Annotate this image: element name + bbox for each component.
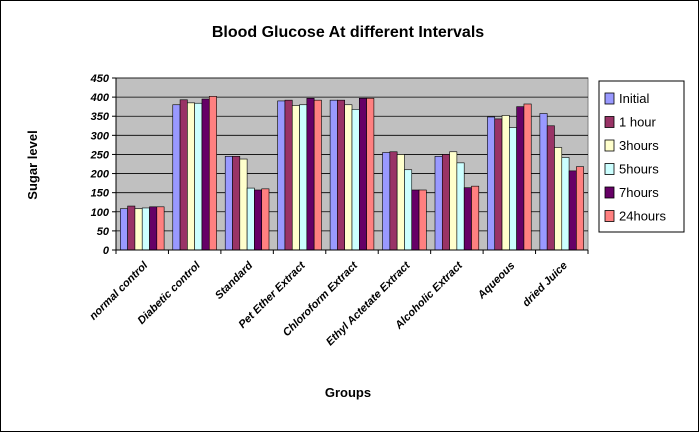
legend-label: 1 hour — [619, 115, 657, 130]
bar — [337, 99, 345, 251]
bar — [418, 189, 427, 251]
legend-label: 7hours — [619, 185, 659, 200]
bar — [382, 152, 391, 251]
bar — [313, 99, 322, 251]
legend-box — [598, 80, 685, 233]
bar — [187, 102, 195, 251]
bar — [539, 113, 548, 251]
bar — [441, 154, 450, 251]
y-axis-title: Sugar level — [25, 130, 40, 199]
bar — [261, 188, 270, 251]
bar — [516, 106, 525, 251]
legend-label: 5hours — [619, 162, 659, 177]
bar — [134, 208, 143, 251]
legend-swatch — [604, 210, 615, 222]
y-tick-label: 250 — [90, 149, 110, 161]
legend-label: 24hours — [619, 209, 666, 224]
legend-label: 3hours — [619, 138, 659, 153]
bar — [546, 125, 555, 251]
bar — [232, 156, 241, 251]
y-tick-label: 350 — [91, 111, 110, 123]
bar — [396, 154, 405, 251]
bar — [208, 96, 217, 251]
bar — [389, 151, 398, 251]
bar — [156, 206, 165, 251]
legend-swatch — [604, 116, 615, 128]
bar — [449, 151, 458, 251]
y-tick-label: 300 — [91, 130, 110, 142]
bar — [291, 105, 300, 251]
legend-swatch — [604, 92, 615, 105]
bar — [463, 187, 472, 251]
bar — [284, 99, 293, 251]
legend-swatch — [604, 139, 615, 152]
bar — [329, 99, 338, 251]
legend-swatch — [604, 186, 615, 199]
y-tick-label: 200 — [90, 169, 110, 181]
bar — [404, 169, 413, 251]
legend: Initial 1 hour 3hours 5hours 7hours 24hours — [598, 80, 685, 233]
bar — [494, 118, 503, 251]
bar — [434, 156, 443, 251]
bar — [568, 170, 577, 251]
bar — [554, 147, 563, 251]
bar — [172, 104, 181, 251]
bar — [127, 205, 136, 251]
bar — [561, 157, 570, 251]
bar — [149, 206, 158, 251]
x-axis-title: Groups — [325, 385, 371, 400]
y-tick-label: 150 — [91, 188, 110, 200]
y-tick-label: 0 — [103, 245, 110, 257]
bar — [239, 158, 248, 251]
bar — [141, 207, 150, 251]
bar — [201, 98, 210, 251]
bar — [306, 97, 315, 251]
bar — [179, 99, 188, 251]
y-tick-label: 50 — [97, 226, 110, 238]
bar — [471, 185, 480, 251]
bar — [576, 166, 584, 251]
bar — [224, 156, 233, 251]
bar — [456, 162, 465, 251]
bar — [120, 208, 128, 251]
bar — [351, 109, 360, 251]
bar — [299, 104, 308, 251]
bar — [277, 100, 286, 251]
legend-label: Initial — [619, 91, 649, 106]
y-tick-label: 100 — [91, 207, 110, 219]
bar — [194, 102, 203, 251]
y-tick-label: 400 — [90, 92, 110, 104]
bar — [254, 189, 263, 251]
bar — [509, 127, 517, 251]
y-tick-label: 450 — [90, 73, 110, 85]
bar — [344, 104, 353, 251]
bar — [411, 189, 420, 251]
bar — [246, 187, 255, 251]
legend-swatch — [604, 163, 615, 175]
chart-title: Blood Glucose At different Intervals — [212, 24, 484, 41]
bar — [487, 116, 496, 251]
bar — [523, 103, 532, 251]
bar — [358, 97, 367, 251]
bar — [366, 97, 375, 251]
bar — [501, 115, 510, 251]
